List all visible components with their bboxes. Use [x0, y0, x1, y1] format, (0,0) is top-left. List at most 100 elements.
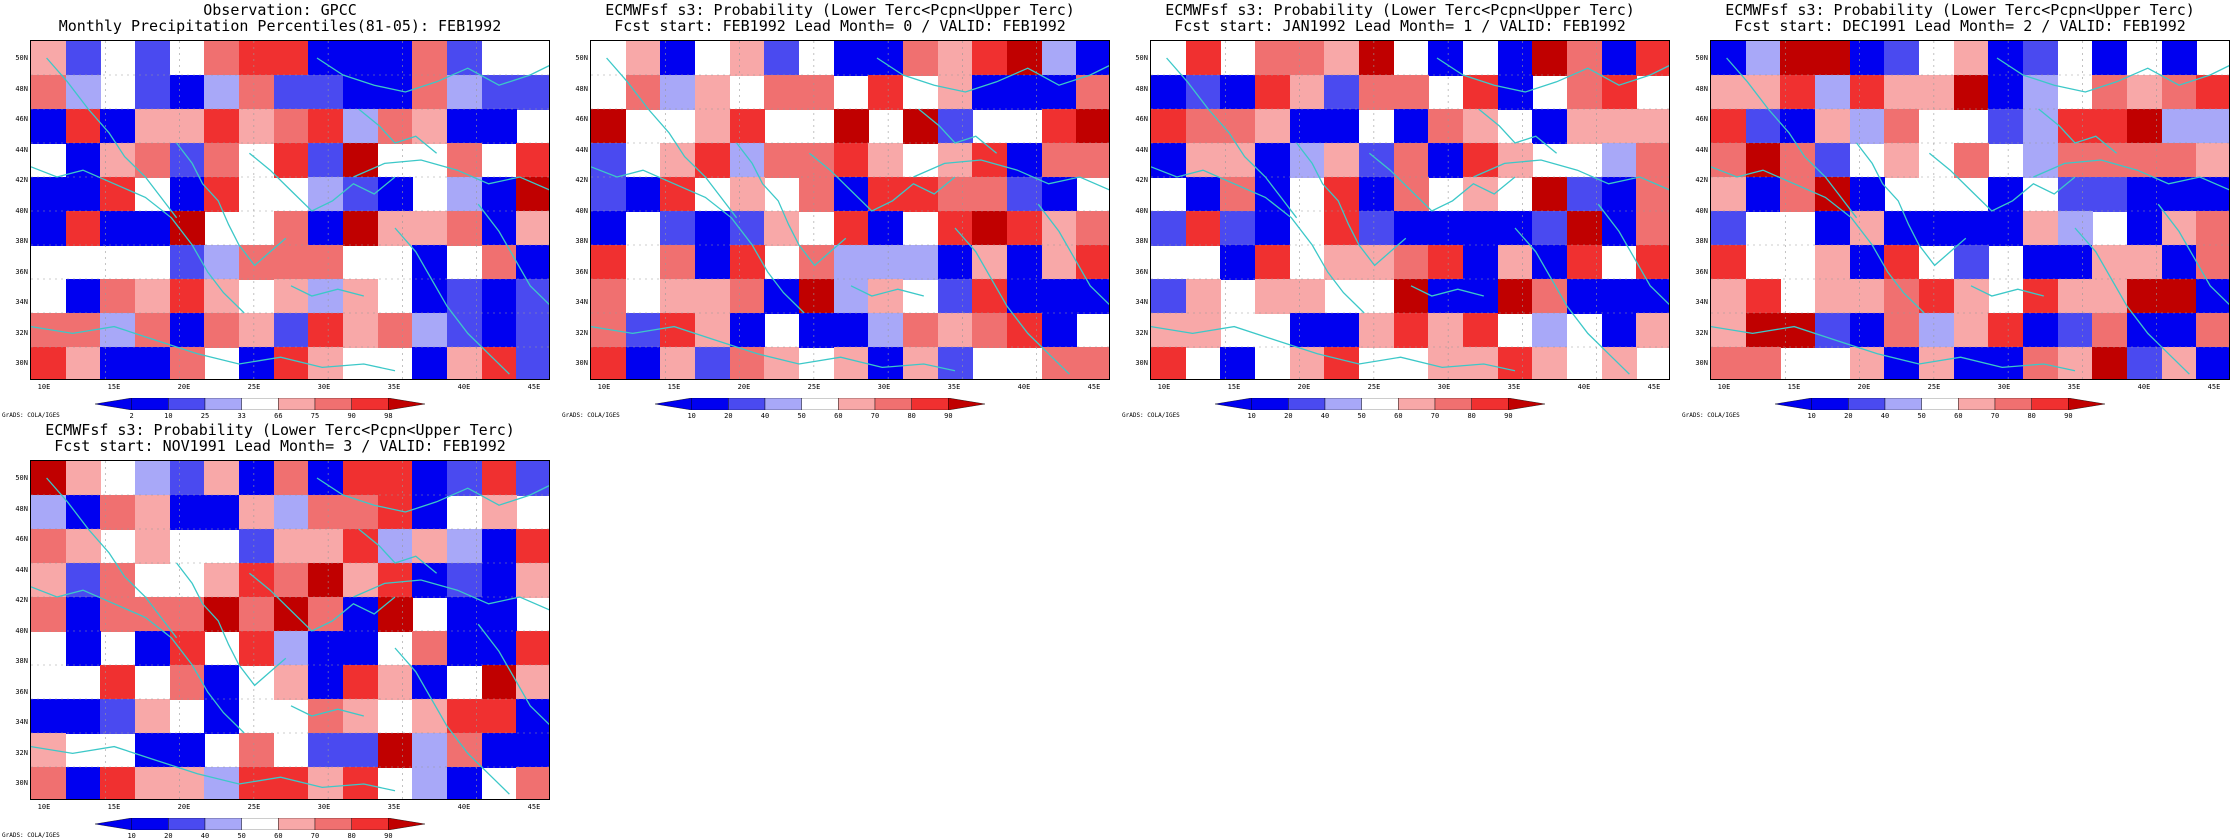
grid-cell — [1988, 347, 2024, 379]
lat-label: 36N — [15, 267, 28, 276]
grid-cell — [1185, 177, 1221, 212]
lon-label: 30E — [1437, 383, 1451, 391]
grid-cell — [516, 733, 549, 768]
lon-label: 25E — [247, 383, 261, 391]
grid-cell — [273, 631, 309, 666]
coastline — [316, 477, 549, 513]
lon-label: 35E — [387, 803, 401, 811]
coastline — [1711, 325, 2076, 372]
grid-cell — [308, 143, 344, 178]
coastline — [290, 705, 364, 717]
grid-cell — [1289, 279, 1325, 314]
grid-cell — [1151, 279, 1187, 314]
grid-cell — [1849, 245, 1885, 280]
colorbar-label: 80 — [347, 832, 356, 840]
lat-label: 32N — [1135, 328, 1148, 337]
grid-cell — [1636, 279, 1669, 314]
grid-cell — [1076, 347, 1109, 379]
grid-cell — [1289, 41, 1325, 76]
colorbar-label: 75 — [310, 412, 320, 420]
grid-cell — [343, 211, 379, 246]
grid-cell — [1884, 211, 1920, 246]
grid-cell — [868, 347, 904, 379]
lat-label: 38N — [15, 657, 28, 665]
grid-cell — [1007, 177, 1043, 212]
grid-cell — [135, 109, 171, 144]
map-panel-2: ECMWFsf s3: Probability (Lower Terc<Pcpn… — [560, 0, 1120, 420]
coastline — [1368, 152, 1516, 212]
grid-cell — [660, 143, 696, 178]
grid-cell — [169, 597, 205, 632]
grid-cell — [1815, 177, 1851, 212]
grid-cell — [377, 41, 413, 76]
grid-cell — [169, 313, 205, 348]
grid-cell — [1255, 245, 1291, 280]
colorbar-segment — [351, 818, 389, 830]
coastline — [591, 325, 956, 372]
grid-cell — [100, 177, 136, 212]
grid-cell — [239, 597, 275, 632]
colorbar-segment — [314, 818, 352, 830]
grid-cell — [2057, 313, 2093, 348]
grid-cell — [447, 631, 483, 666]
grid-cell — [1711, 211, 1747, 246]
grid-cell — [31, 75, 67, 110]
grid-cell — [729, 41, 765, 76]
colorbar-label: 50 — [237, 832, 246, 840]
colorbar-segment — [1921, 398, 1959, 410]
colorbar-label: 2 — [129, 412, 134, 420]
colorbar-label: 10 — [164, 412, 173, 420]
grid-cell — [31, 597, 67, 632]
colorbar-segment — [241, 398, 279, 410]
grid-cell — [239, 461, 275, 496]
grid-cell — [204, 177, 240, 212]
colorbar-label: 60 — [274, 832, 283, 840]
grid-cell — [169, 245, 205, 280]
grid-cell — [100, 109, 136, 144]
grid-cell — [2092, 347, 2128, 379]
colorbar-label: 10 — [127, 832, 136, 840]
grid-cell — [2127, 143, 2163, 178]
grid-cell — [1393, 75, 1429, 110]
grid-cell — [1953, 75, 1989, 110]
grid-cell — [1601, 143, 1637, 178]
grid-cell — [2161, 143, 2197, 178]
grid-cell — [1849, 347, 1885, 379]
grid-cell — [591, 279, 627, 314]
colorbar-segment — [764, 398, 802, 410]
grid-cell — [273, 665, 309, 700]
grid-cell — [1884, 109, 1920, 144]
colorbar-segment — [278, 398, 316, 410]
grid-cell — [308, 211, 344, 246]
colorbar-segment — [95, 818, 132, 830]
grid-cell — [273, 313, 309, 348]
grid-cell — [412, 631, 448, 666]
lat-label: 38N — [1135, 237, 1148, 245]
coastline — [1928, 152, 2076, 212]
grid-cell — [481, 733, 517, 768]
grid-cell — [972, 313, 1008, 348]
grid-cell — [1953, 245, 1989, 280]
lon-label: 40E — [2137, 383, 2151, 391]
grid-cell — [799, 75, 835, 110]
grid-cell — [2023, 109, 2059, 144]
grid-cell — [1497, 41, 1533, 76]
grid-cell — [1220, 245, 1256, 280]
grid-cell — [1884, 245, 1920, 280]
grid-cell — [100, 495, 136, 530]
grid-cell — [239, 733, 275, 768]
grid-cell — [1463, 211, 1499, 246]
grid-cell — [1636, 143, 1669, 178]
grid-cell — [799, 143, 835, 178]
grid-cell — [516, 563, 549, 598]
lat-label: 32N — [15, 748, 28, 757]
grid-cell — [660, 347, 696, 379]
grid-cell — [481, 529, 517, 564]
colorbar-segment — [204, 398, 242, 410]
grid-cell — [2196, 347, 2229, 379]
panel-title: Observation: GPCC — [203, 1, 357, 19]
grid-cell — [204, 461, 240, 496]
grid-cell — [868, 143, 904, 178]
grid-cell — [2023, 41, 2059, 76]
colorbar-segment — [801, 398, 839, 410]
